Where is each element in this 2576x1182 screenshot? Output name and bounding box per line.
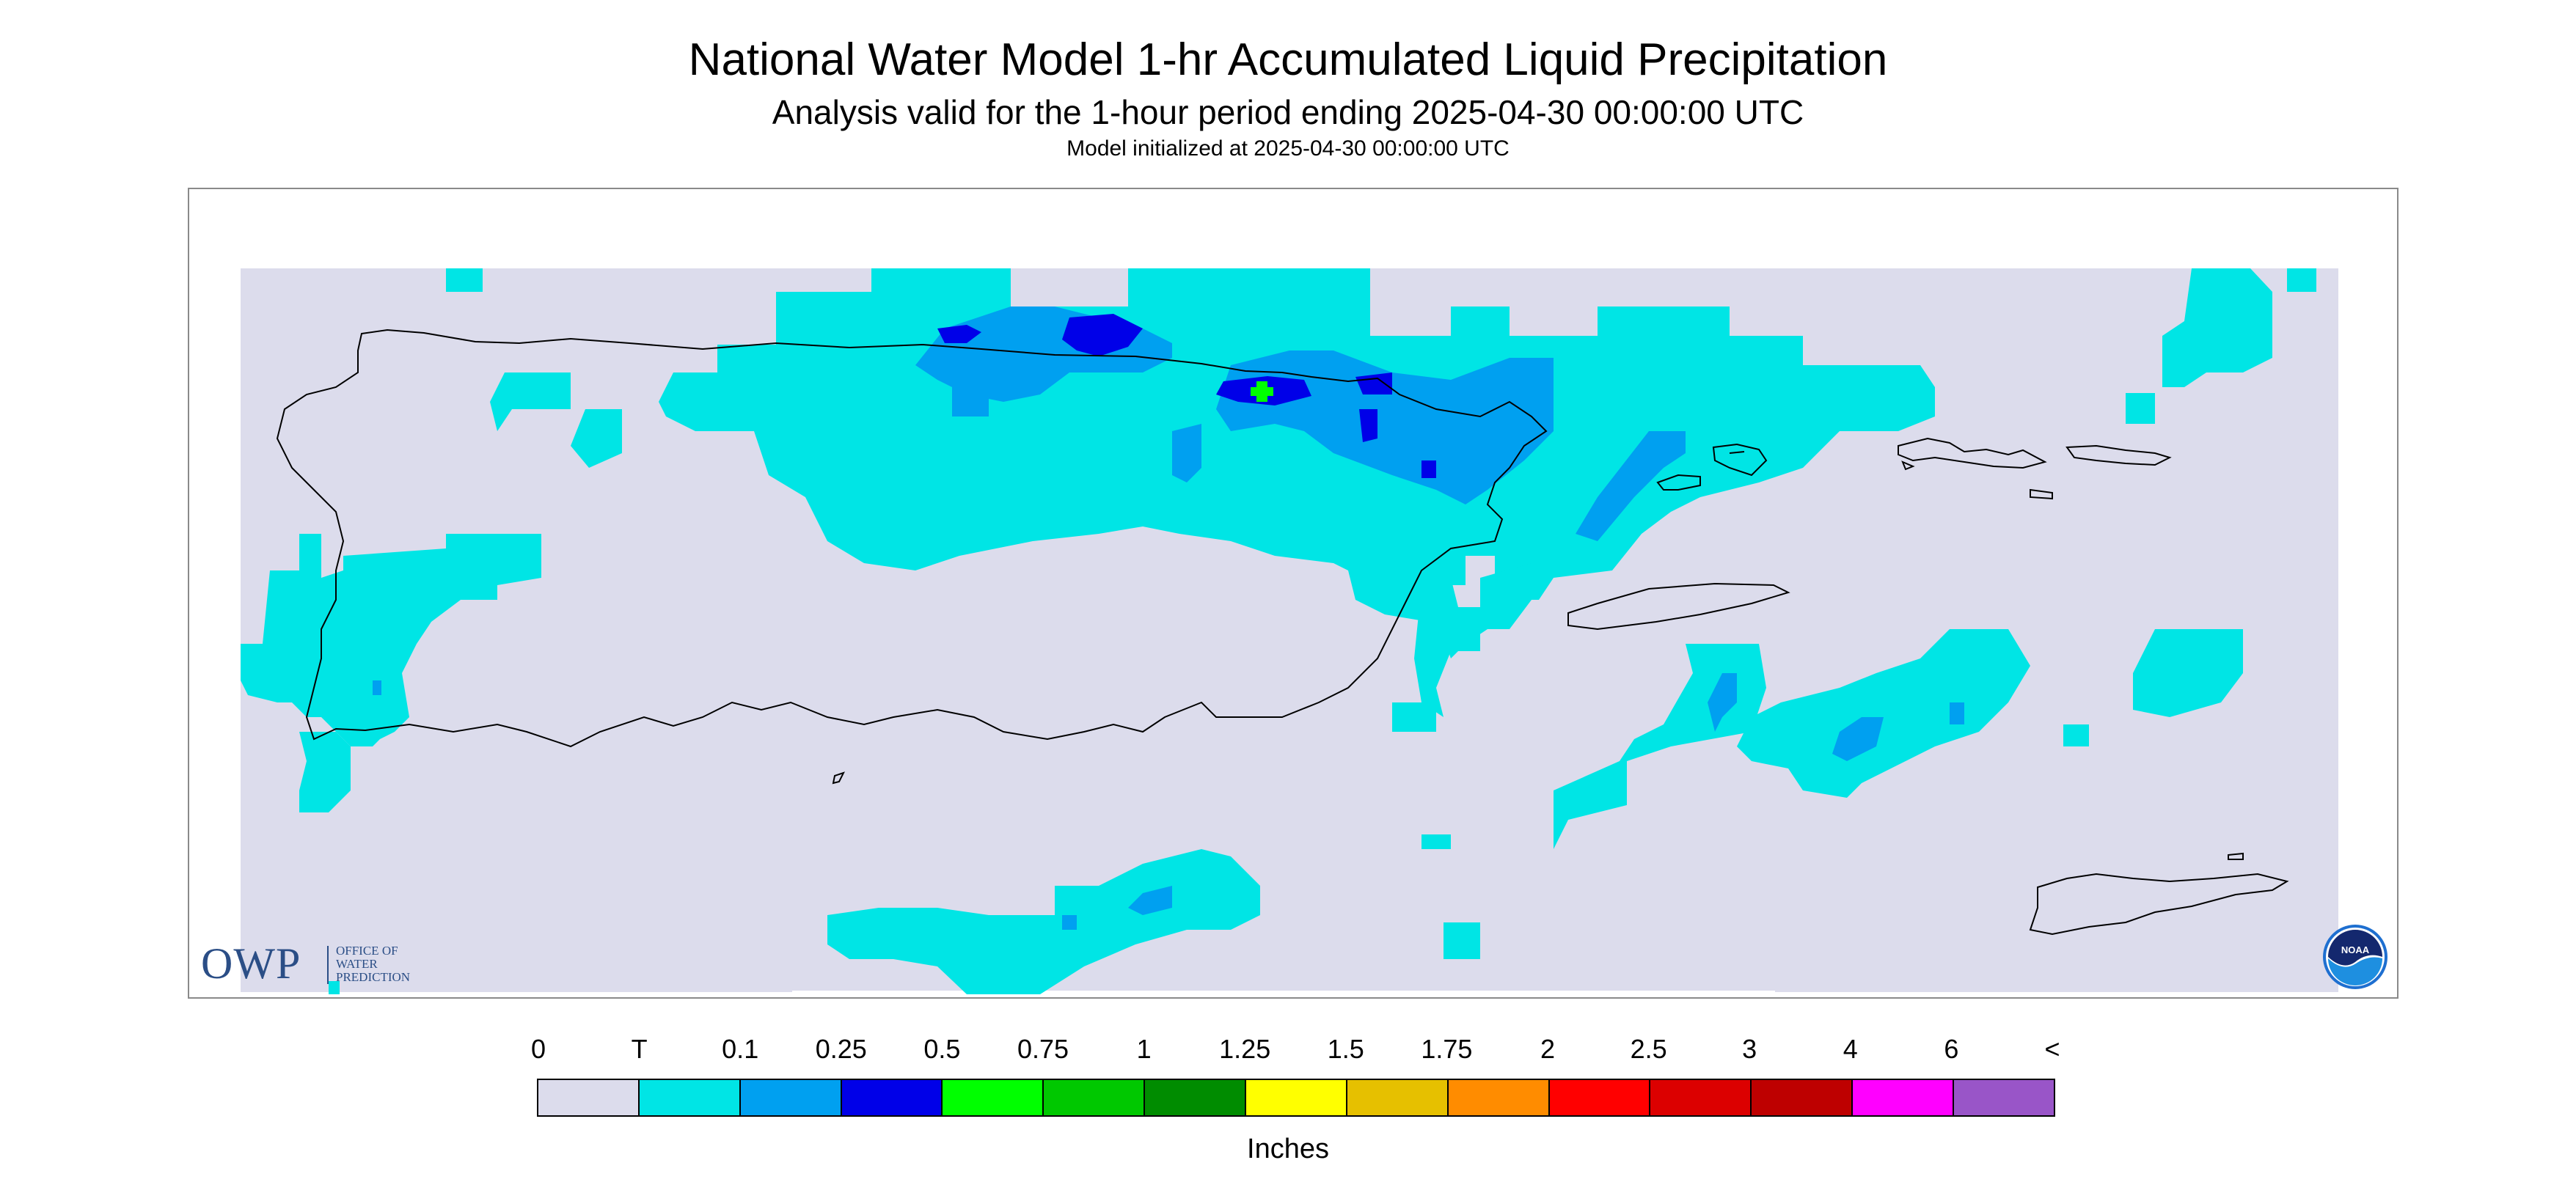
precip-cell-southeast-2 (1737, 629, 2030, 798)
owp-logo-text: OFFICE OF WATER PREDICTION (336, 944, 410, 984)
coastline-outlines (276, 328, 2289, 936)
map-subtitle: Analysis valid for the 1-hour period end… (772, 93, 1804, 131)
st-thomas-coast (1898, 437, 2047, 469)
precip-moderate-1 (937, 325, 981, 343)
precip-light-east-band (1576, 431, 1686, 541)
precip-light-north-3 (952, 387, 989, 416)
precip-cell-south-small-2 (1443, 922, 1480, 959)
vieques-coast (1567, 582, 1790, 631)
precip-light-south-1 (1128, 886, 1172, 915)
virgin-islet-1 (2030, 488, 2053, 500)
precip-heavy-cell (1251, 381, 1273, 402)
map-canvas (189, 268, 2397, 997)
precipitation-map: OWP OFFICE OF WATER PREDICTION NOAA (188, 188, 2398, 999)
owp-logo-line-1: OFFICE OF (336, 944, 398, 958)
legend-tick-label: 1.75 (1421, 1034, 1473, 1064)
precip-moderate-2 (1062, 314, 1143, 356)
legend-tick-label: 1.5 (1327, 1034, 1364, 1064)
precip-light-se-2 (1832, 717, 1884, 761)
precip-cell-west-southern (299, 732, 351, 812)
legend-swatch (538, 1080, 640, 1115)
precip-light-se-1 (1708, 673, 1737, 732)
legend-tick-label: 0 (530, 1034, 546, 1064)
legend-colorbar (537, 1079, 2055, 1117)
noaa-logo-text: NOAA (2341, 944, 2370, 955)
legend-swatch (1347, 1080, 1449, 1115)
precip-cell-west-north-2 (571, 409, 622, 468)
legend-tick-label: 2.5 (1630, 1034, 1667, 1064)
precip-moderate-4 (1355, 372, 1392, 394)
precip-cell-south-sea (827, 849, 1260, 994)
precip-moderate-6 (1421, 460, 1436, 478)
precip-cell-south-small (1421, 834, 1451, 849)
st-croix-coast (2029, 873, 2289, 936)
precip-cell-vieques-north (1392, 702, 1436, 732)
precip-cell-east-small (2063, 724, 2089, 746)
precip-cell-ne-corner (2162, 268, 2272, 387)
legend-tick-label: 4 (1843, 1034, 1858, 1064)
precip-light-north-4 (1172, 424, 1201, 482)
legend-swatch (1650, 1080, 1752, 1115)
legend-units: Inches (1247, 1134, 1329, 1164)
st-john-coast (2065, 444, 2172, 466)
legend-swatch (1954, 1080, 2054, 1115)
legend-swatch (1549, 1080, 1651, 1115)
legend-swatch (740, 1080, 842, 1115)
st-croix-islet (2228, 852, 2244, 860)
culebra-coast (1712, 443, 1768, 477)
legend-swatch (1752, 1080, 1854, 1115)
precip-cell-ne-small (2126, 393, 2155, 424)
legend-swatch (1448, 1080, 1550, 1115)
virgin-islet-2 (1901, 460, 1915, 471)
legend-swatch (1044, 1080, 1146, 1115)
model-init-line: Model initialized at 2025-04-30 00:00:00… (1066, 136, 1510, 161)
noaa-logo: NOAA (2323, 925, 2387, 989)
precip-cell-sw-edge (329, 981, 340, 994)
precip-light-south-2 (1062, 915, 1077, 930)
legend-tick-label: 6 (1944, 1034, 1959, 1064)
legend-swatch (841, 1080, 943, 1115)
precip-cell-west-mayaguez (241, 534, 541, 746)
precip-light-west-dot (373, 680, 381, 695)
legend-swatch (639, 1080, 741, 1115)
precip-cell-culebra-west (1443, 563, 1532, 658)
legend-tick-label: 0.1 (722, 1034, 759, 1064)
precip-cell-nw-top (446, 268, 483, 292)
precip-cell-west-north (490, 372, 571, 431)
legend-swatch (1246, 1080, 1347, 1115)
precip-moderate-areas (937, 314, 1436, 478)
legend-tick-label: 0.5 (923, 1034, 961, 1064)
precip-cell-ne-corner-2 (2287, 268, 2316, 292)
caja-de-muertos-coast (832, 771, 845, 785)
legend-tick-label: 1 (1136, 1034, 1152, 1064)
legend-swatch (1145, 1080, 1247, 1115)
legend-tick-label: T (631, 1034, 648, 1064)
owp-logo-line-2: WATER (336, 957, 378, 971)
owp-logo-letters: OWP (201, 939, 301, 988)
puerto-rico-coast (276, 328, 1548, 748)
legend-tick-label: 1.25 (1219, 1034, 1271, 1064)
legend-tick-label: 3 (1742, 1034, 1757, 1064)
legend-swatch (943, 1080, 1044, 1115)
precip-moderate-5 (1359, 409, 1377, 442)
legend-tick-label: 2 (1540, 1034, 1556, 1064)
map-title: National Water Model 1-hr Accumulated Li… (688, 34, 1888, 85)
legend-tick-label: 0.25 (815, 1034, 867, 1064)
precip-cell-far-east (2133, 629, 2243, 717)
owp-logo-line-3: PREDICTION (336, 970, 411, 984)
precip-light-se-3 (1950, 702, 1964, 724)
legend-swatch (1853, 1080, 1955, 1115)
precip-cell-fajardo (1414, 585, 1480, 717)
legend-tick-label: < (2044, 1034, 2060, 1064)
culebrita-coast (1656, 474, 1701, 491)
legend-tick-label: 0.75 (1017, 1034, 1069, 1064)
